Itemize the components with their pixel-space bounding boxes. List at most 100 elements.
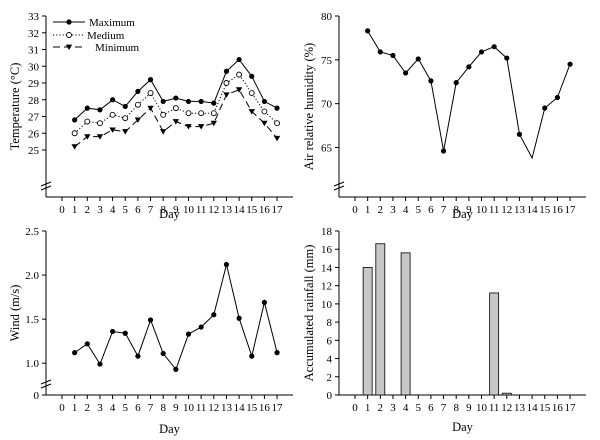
humidity-point-day-16 [554,94,561,101]
temperature-point-medium-day-11 [198,110,205,117]
temperature-x-tick-label: 4 [110,204,116,216]
temperature-y-tick-label: 25 [28,145,40,157]
temperature-y-tick-label: 28 [28,95,40,107]
rainfall-x-tick-label: 0 [352,402,358,414]
rainfall-x-tick-label: 12 [501,402,512,414]
rainfall-x-tick-label: 2 [378,402,384,414]
temperature-point-maximum-day-8 [160,98,166,105]
temperature-point-maximum-day-6 [135,88,141,94]
temperature-y-tick-label: 29 [28,78,40,90]
humidity-x-tick-label: 7 [441,204,447,216]
temperature-point-maximum-day-15 [249,73,255,79]
temperature-x-tick-label: 17 [272,204,284,216]
humidity-x-tick-label: 0 [352,204,358,216]
wind-x-tick-label: 2 [85,402,91,414]
temperature-x-tick-label: 11 [196,204,207,216]
wind-point-day-13 [223,261,230,268]
temperature-y-tick-label: 32 [28,28,39,40]
legend-label-medium: Medium [87,30,125,42]
humidity-point-day-7 [440,148,447,154]
humidity-point-day-8 [453,80,459,86]
temperature-point-maximum-day-16 [261,98,267,105]
humidity-x-tick-label: 17 [565,204,577,216]
temperature-x-tick-label: 12 [208,204,219,216]
rainfall-x-tick-label: 1 [365,402,371,414]
humidity-y-axis-title: Air relative humidity (%) [302,43,316,170]
wind-point-day-7 [147,317,154,323]
temperature-x-tick-label: 2 [85,204,91,216]
wind-y-tick-label: 2.0 [25,270,39,282]
temperature-y-tick-label: 30 [28,61,40,73]
temperature-point-medium-day-4 [109,111,116,118]
temperature-point-minimum-day-2 [84,134,91,140]
humidity-x-tick-label: 10 [476,204,488,216]
temperature-x-tick-label: 5 [123,204,129,216]
rainfall-y-tick-label: 6 [327,335,333,347]
rainfall-x-tick-label: 10 [476,402,488,414]
wind-point-day-1 [72,350,78,356]
wind-x-tick-label: 13 [221,402,233,414]
humidity-axis-break-mark [333,181,345,187]
temperature-point-minimum-day-7 [147,105,154,112]
temperature-x-tick-label: 3 [97,204,103,216]
rainfall-bar-day-12 [501,392,512,396]
temperature-point-minimum-day-16 [261,120,268,127]
temperature-point-medium-day-2 [84,118,91,125]
humidity-point-day-13 [516,131,523,137]
wind-y-tick-label: 1.0 [25,358,39,370]
temperature-x-tick-label: 13 [221,204,233,216]
humidity-y-tick-label: 80 [321,11,333,23]
wind-x-tick-label: 1 [72,402,78,414]
rainfall-x-tick-label: 8 [453,402,459,414]
wind-x-tick-label: 4 [110,402,116,414]
temperature-x-tick-label: 0 [59,204,65,216]
rainfall-x-axis-title: Day [452,420,474,434]
rainfall-bar-day-2 [375,243,386,396]
temperature-x-tick-label: 1 [72,204,78,216]
humidity-x-tick-label: 1 [365,204,371,216]
temperature-y-tick-label: 26 [28,128,40,140]
humidity-point-day-2 [377,49,383,55]
humidity-point-day-11 [491,44,497,50]
humidity-axis-break-mark [333,185,345,191]
rainfall-x-tick-label: 9 [466,402,472,414]
temperature-x-tick-label: 6 [135,204,141,216]
temperature-x-tick-label: 16 [259,204,271,216]
rainfall-x-tick-label: 14 [527,402,539,414]
temperature-point-minimum-day-9 [172,119,180,125]
wind-x-tick-label: 3 [97,402,103,414]
temperature-point-medium-day-3 [96,120,103,127]
rainfall-y-axis-title: Accumulated rainfall (mm) [302,245,316,382]
rainfall-bar-day-1 [362,267,373,396]
temperature-series-medium-line [74,73,278,134]
humidity-x-tick-label: 12 [501,204,512,216]
wind-x-tick-label: 9 [173,402,179,414]
humidity-x-tick-label: 9 [466,204,472,216]
rainfall-y-tick-label: 10 [321,299,333,311]
humidity-x-tick-label: 6 [428,204,434,216]
rainfall-y-tick-label: 0 [327,390,333,402]
temperature-y-tick-label: 27 [28,112,40,124]
temperature-point-medium-day-9 [172,105,179,112]
rainfall-x-tick-label: 16 [552,402,564,414]
wind-y-zero-label: 0 [34,390,40,402]
wind-x-tick-label: 14 [234,402,246,414]
temperature-axis-break-mark [40,181,52,187]
wind-x-tick-label: 11 [196,402,207,414]
humidity-series-line-line [367,30,571,160]
wind-point-day-16 [261,299,267,305]
temperature-point-maximum-day-2 [84,105,90,111]
humidity-point-day-10 [478,49,485,55]
wind-point-day-3 [97,361,103,367]
temperature-point-minimum-day-8 [160,129,167,135]
temperature-point-maximum-day-17 [274,105,280,111]
temperature-point-medium-day-8 [160,111,167,118]
temperature-point-maximum-day-9 [173,95,179,101]
humidity-point-day-1 [365,28,371,34]
humidity-point-day-9 [466,64,472,70]
wind-y-axis-title: Wind (m/s) [8,285,22,342]
humidity-y-tick-label: 65 [321,142,333,154]
temperature-point-maximum-day-13 [223,68,230,74]
humidity-x-tick-label: 5 [416,204,422,216]
